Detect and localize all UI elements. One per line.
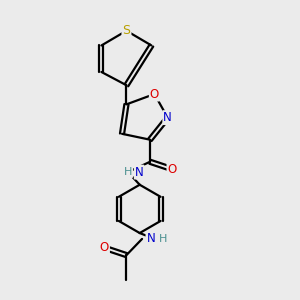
Text: H: H xyxy=(158,234,167,244)
Text: H: H xyxy=(124,167,132,177)
Text: S: S xyxy=(122,24,130,37)
Text: N: N xyxy=(146,232,155,245)
Text: N: N xyxy=(135,166,143,178)
Text: O: O xyxy=(150,88,159,100)
Text: N: N xyxy=(163,111,172,124)
Text: O: O xyxy=(167,163,177,176)
Text: O: O xyxy=(100,241,109,254)
